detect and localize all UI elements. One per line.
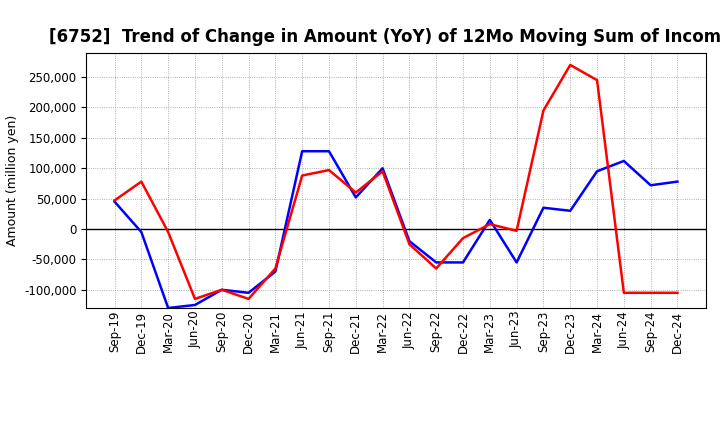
Net Income [110, 198, 119, 203]
Ordinary Income [378, 165, 387, 171]
Ordinary Income [405, 238, 414, 244]
Net Income [378, 169, 387, 174]
Ordinary Income [191, 302, 199, 308]
Net Income [619, 290, 628, 295]
Ordinary Income [271, 269, 279, 274]
Legend: Ordinary Income, Net Income: Ordinary Income, Net Income [249, 437, 543, 440]
Ordinary Income [593, 169, 601, 174]
Net Income [459, 235, 467, 241]
Net Income [405, 242, 414, 247]
Net Income [298, 173, 307, 178]
Net Income [566, 62, 575, 68]
Ordinary Income [459, 260, 467, 265]
Net Income [325, 168, 333, 173]
Ordinary Income [110, 199, 119, 204]
Ordinary Income [647, 183, 655, 188]
Ordinary Income [539, 205, 548, 210]
Net Income [191, 296, 199, 301]
Ordinary Income [164, 305, 173, 311]
Net Income [164, 229, 173, 235]
Net Income [673, 290, 682, 295]
Net Income [539, 108, 548, 113]
Net Income [137, 179, 145, 184]
Line: Ordinary Income: Ordinary Income [114, 151, 678, 308]
Ordinary Income [619, 158, 628, 164]
Net Income [513, 228, 521, 234]
Ordinary Income [137, 229, 145, 235]
Net Income [485, 221, 494, 227]
Ordinary Income [432, 260, 441, 265]
Ordinary Income [244, 290, 253, 295]
Ordinary Income [485, 217, 494, 223]
Net Income [217, 287, 226, 293]
Net Income [432, 266, 441, 271]
Ordinary Income [673, 179, 682, 184]
Ordinary Income [566, 208, 575, 213]
Y-axis label: Amount (million yen): Amount (million yen) [6, 115, 19, 246]
Net Income [593, 77, 601, 83]
Net Income [647, 290, 655, 295]
Net Income [244, 296, 253, 301]
Ordinary Income [351, 195, 360, 200]
Ordinary Income [513, 260, 521, 265]
Net Income [271, 266, 279, 271]
Line: Net Income: Net Income [114, 65, 678, 299]
Ordinary Income [325, 149, 333, 154]
Title: [6752]  Trend of Change in Amount (YoY) of 12Mo Moving Sum of Incomes: [6752] Trend of Change in Amount (YoY) o… [49, 28, 720, 46]
Net Income [351, 190, 360, 195]
Ordinary Income [217, 287, 226, 293]
Ordinary Income [298, 149, 307, 154]
